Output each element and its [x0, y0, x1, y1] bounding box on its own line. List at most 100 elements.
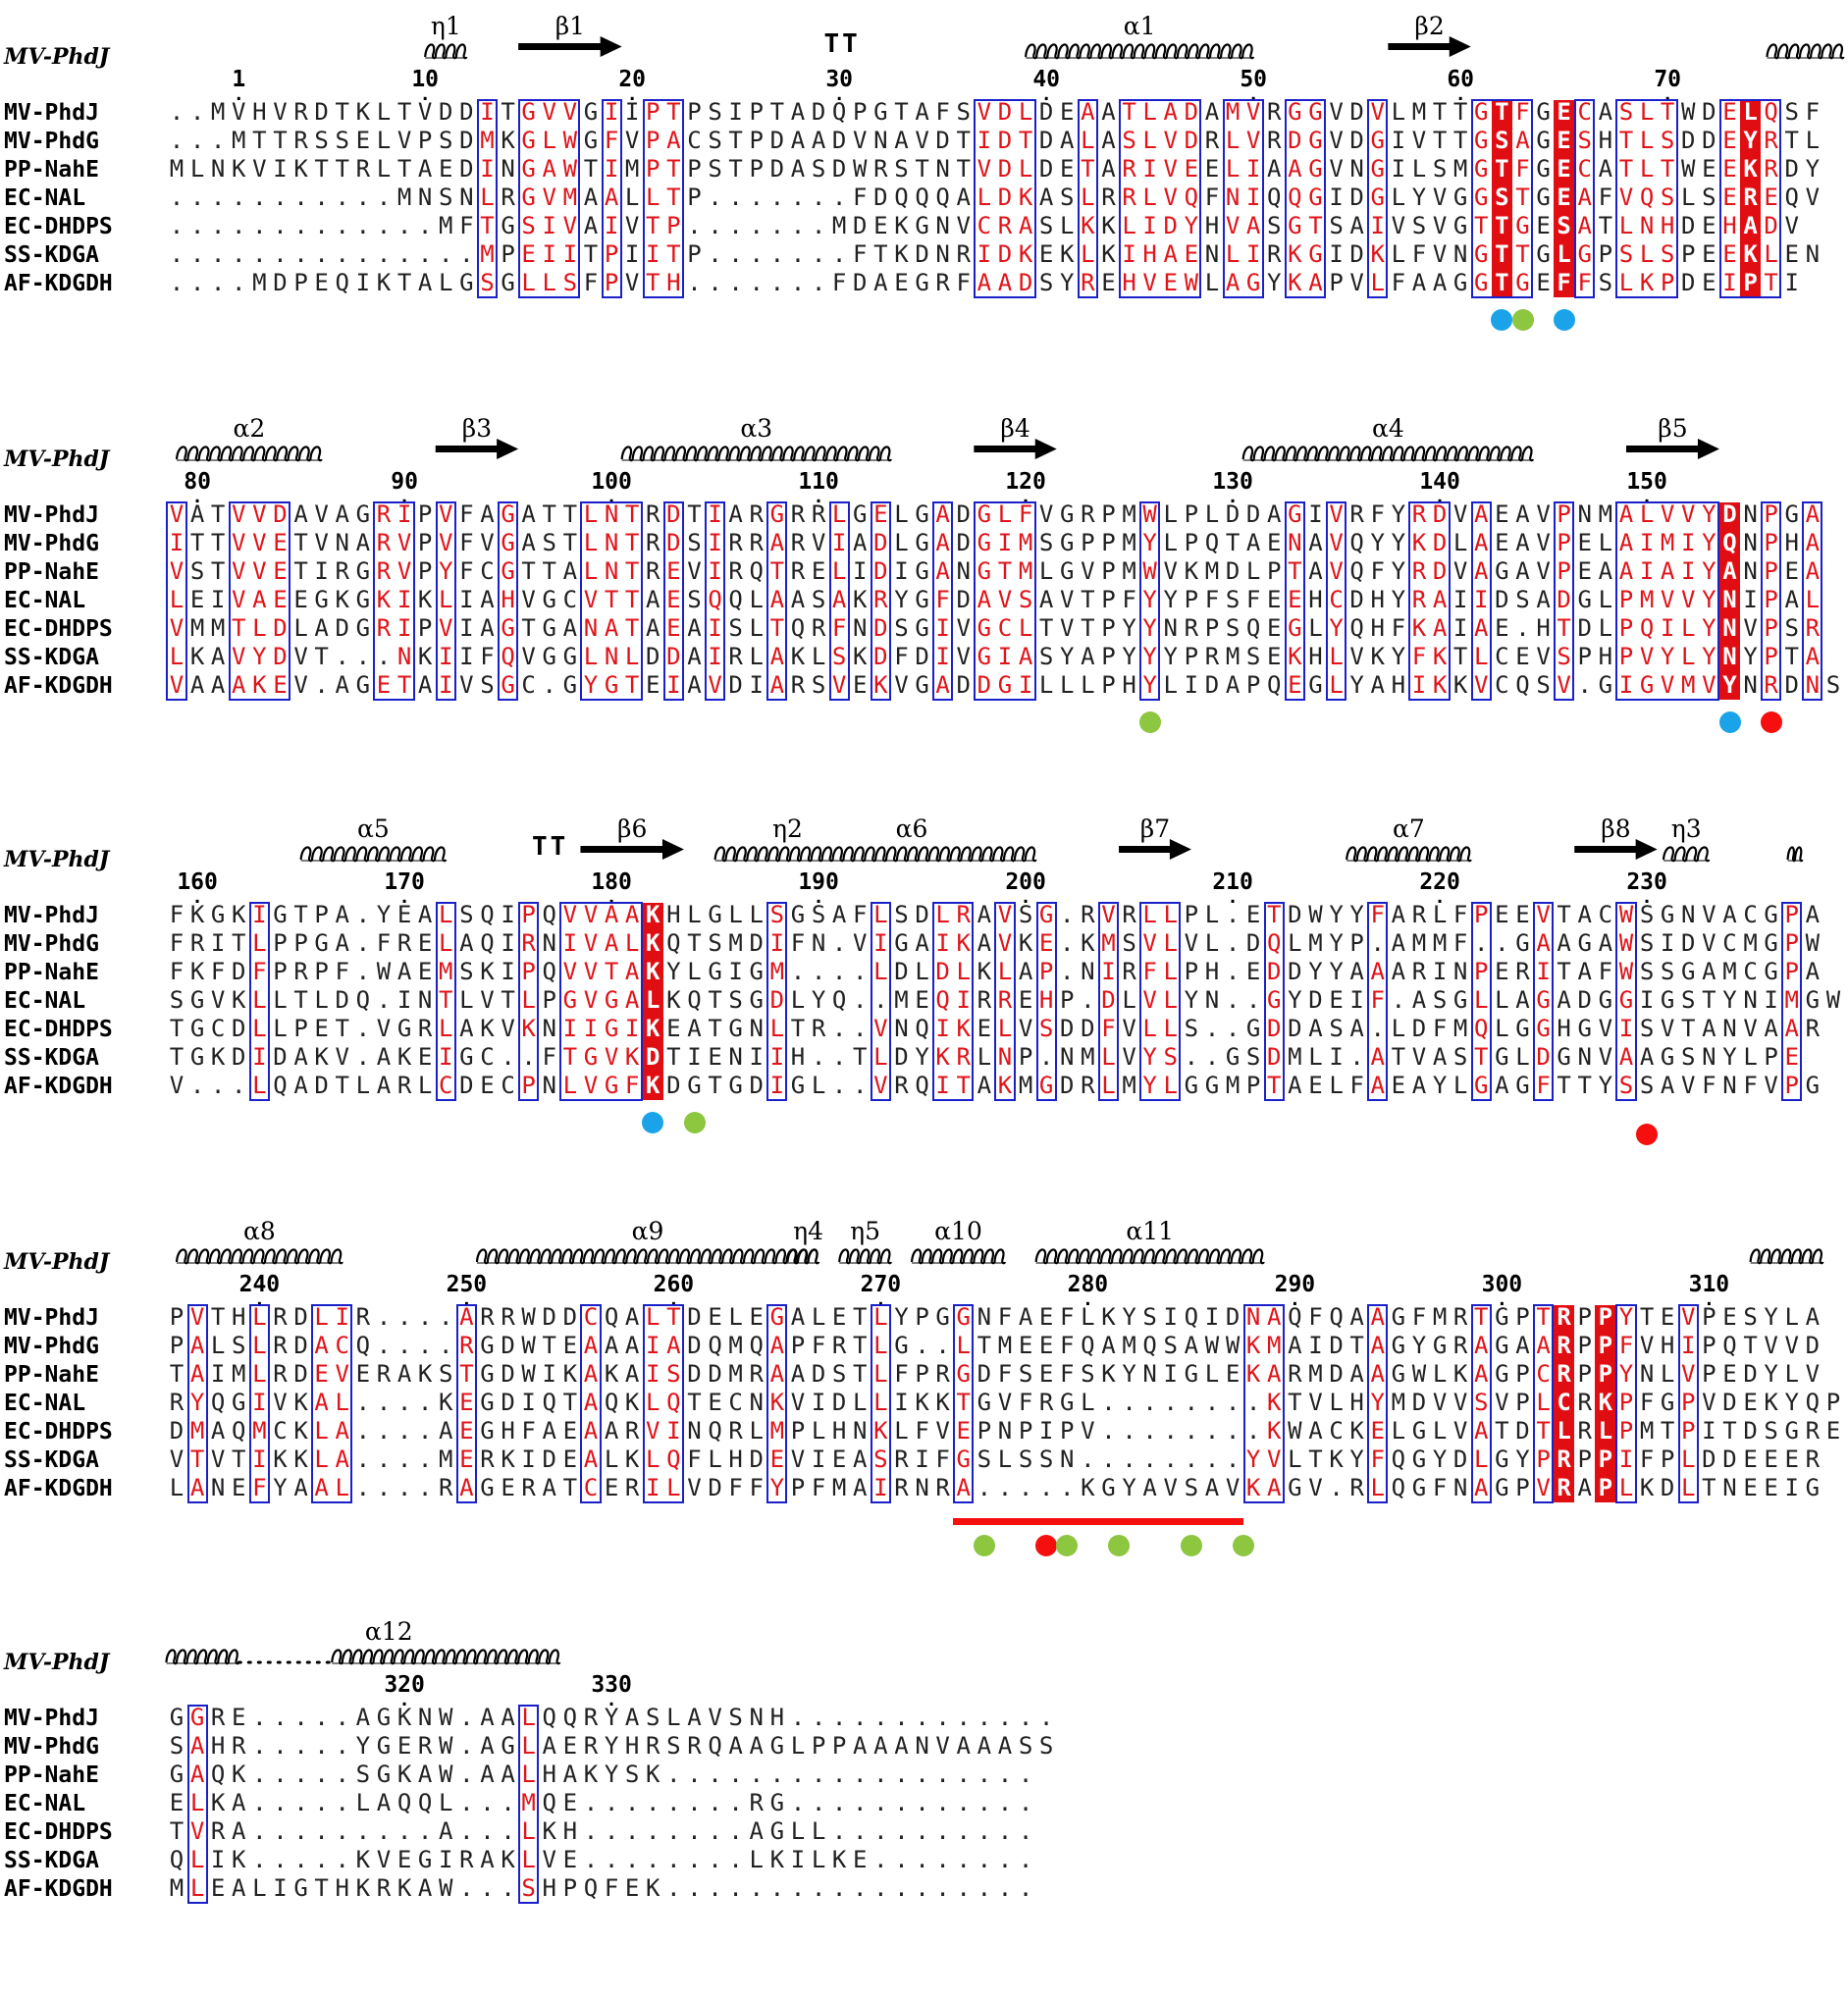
- residue: K: [501, 1446, 515, 1473]
- residue: .: [666, 1817, 681, 1845]
- residue: G: [1308, 155, 1323, 183]
- residue: V: [396, 529, 412, 556]
- residue: S: [1432, 986, 1448, 1014]
- residue: N: [1722, 1072, 1737, 1099]
- residue: G: [1784, 1417, 1799, 1445]
- residue: A: [583, 212, 599, 239]
- residue: L: [1163, 929, 1178, 957]
- residue: V: [1329, 127, 1344, 154]
- residue: E: [1784, 240, 1799, 268]
- residue: .: [1163, 1446, 1178, 1473]
- residue: G: [1370, 155, 1385, 183]
- residue: G: [542, 643, 556, 670]
- residue: S: [1639, 1072, 1655, 1099]
- residue: G: [1474, 184, 1489, 211]
- residue: R: [646, 529, 660, 556]
- residue: H: [501, 586, 515, 613]
- residue: G: [1536, 240, 1551, 268]
- residue: R: [1349, 500, 1364, 528]
- residue: P: [1702, 1360, 1716, 1388]
- residue: V: [977, 98, 992, 126]
- residue: S: [1142, 1303, 1157, 1331]
- residue: I: [562, 929, 578, 957]
- residue: .: [355, 901, 371, 928]
- residue: D: [273, 500, 288, 528]
- residue: .: [769, 1874, 785, 1902]
- residue: I: [708, 500, 722, 528]
- residue: N: [1225, 184, 1241, 211]
- residue: S: [1081, 1360, 1095, 1388]
- residue: I: [1702, 1417, 1716, 1445]
- residue: L: [189, 1789, 205, 1816]
- residue: T: [853, 1043, 868, 1071]
- residue: A: [1557, 986, 1571, 1014]
- residue: N: [417, 184, 433, 211]
- residue: A: [1060, 127, 1075, 154]
- sequence-name: SS-KDGA: [4, 1848, 99, 1873]
- residue: I: [624, 240, 640, 268]
- residue-number-dot: .: [833, 84, 845, 105]
- residue: I: [1101, 958, 1116, 985]
- residue: N: [853, 614, 868, 642]
- residue: L: [1639, 127, 1655, 154]
- identical-column-highlight: [1554, 1305, 1575, 1502]
- residue: V: [1432, 184, 1448, 211]
- residue: P: [1764, 557, 1778, 585]
- residue: T: [956, 127, 971, 154]
- residue-number-dot: .: [1082, 1289, 1093, 1310]
- residue: K: [562, 1360, 578, 1388]
- residue: M: [894, 986, 909, 1014]
- residue: T: [666, 1303, 681, 1331]
- residue: L: [1452, 1072, 1468, 1099]
- residue: R: [646, 500, 660, 528]
- residue: M: [1122, 557, 1136, 585]
- residue: M: [1660, 529, 1675, 556]
- residue: E: [417, 958, 433, 985]
- residue: L: [708, 1446, 722, 1473]
- residue: D: [1660, 1474, 1675, 1501]
- residue: .: [977, 1846, 992, 1873]
- residue: F: [1598, 184, 1613, 211]
- residue: T: [501, 986, 515, 1014]
- residue: .: [169, 269, 185, 296]
- residue: E: [562, 1446, 578, 1473]
- residue: H: [1122, 671, 1136, 699]
- residue: D: [1225, 500, 1241, 528]
- residue: A: [1349, 1303, 1364, 1331]
- residue: F: [335, 958, 349, 985]
- residue: R: [1805, 1417, 1821, 1445]
- residue: I: [1245, 240, 1261, 268]
- residue: K: [1288, 240, 1302, 268]
- residue: Y: [1805, 155, 1821, 183]
- residue: Y: [583, 671, 599, 699]
- residue: R: [1204, 127, 1220, 154]
- residue: T: [1495, 155, 1509, 183]
- residue: .: [252, 1761, 267, 1788]
- residue: A: [252, 586, 267, 613]
- residue: M: [1225, 98, 1241, 126]
- helix-coil: [331, 1649, 448, 1665]
- residue: A: [646, 614, 660, 642]
- residue: G: [1536, 986, 1551, 1014]
- residue: R: [728, 643, 743, 670]
- residue: L: [1370, 269, 1385, 296]
- residue: W: [1618, 958, 1634, 985]
- residue: .: [314, 1704, 329, 1731]
- residue: K: [1101, 240, 1116, 268]
- residue: L: [915, 958, 929, 985]
- residue: K: [1411, 529, 1427, 556]
- residue: D: [873, 643, 888, 670]
- residue: Y: [1245, 1446, 1261, 1473]
- residue-number: 140: [1419, 469, 1460, 495]
- residue: V: [480, 529, 495, 556]
- residue: D: [501, 1360, 515, 1388]
- residue: L: [1288, 1446, 1302, 1473]
- residue: .: [583, 1817, 599, 1845]
- residue: Q: [1267, 671, 1282, 699]
- residue: P: [790, 1474, 806, 1501]
- residue: L: [1391, 1417, 1406, 1445]
- residue: S: [1618, 98, 1634, 126]
- residue: G: [583, 127, 599, 154]
- residue: G: [1515, 1072, 1530, 1099]
